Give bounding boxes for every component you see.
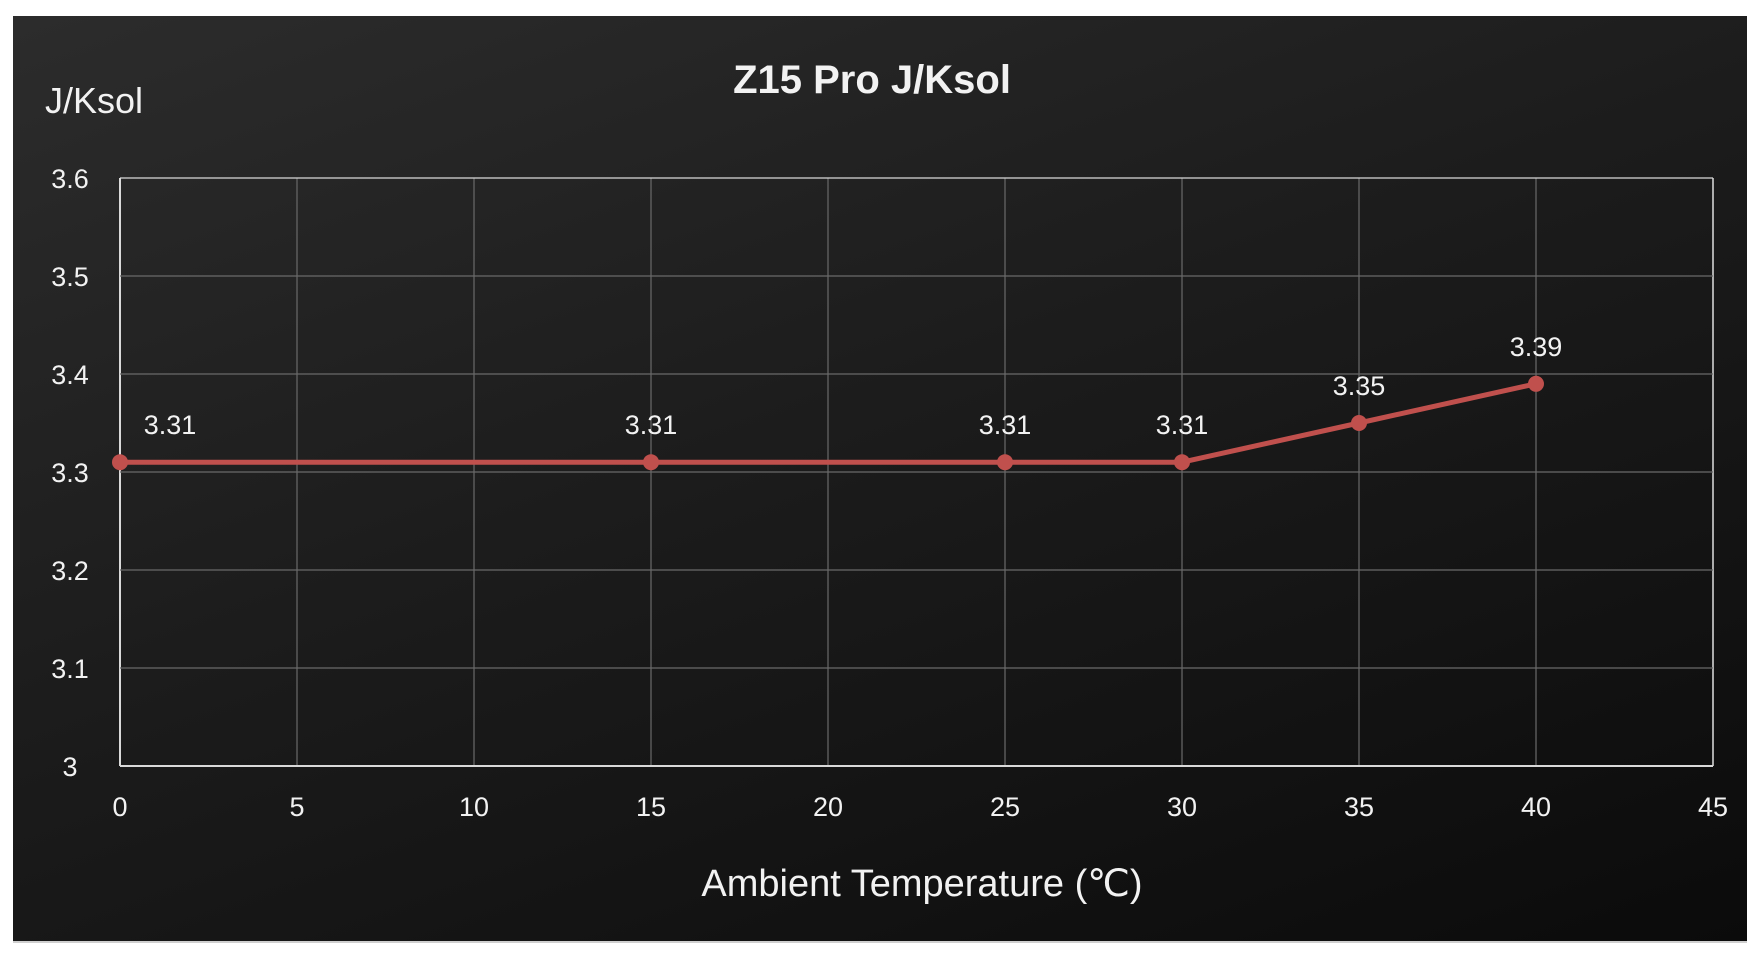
y-axis-label: J/Ksol: [45, 80, 143, 121]
x-axis-label: Ambient Temperature (℃): [701, 863, 1142, 905]
x-tick-label: 20: [813, 792, 843, 822]
chart-title: Z15 Pro J/Ksol: [733, 58, 1011, 102]
data-point: [1351, 415, 1367, 431]
y-tick-label: 3.3: [51, 458, 89, 488]
series-line: [120, 381, 1537, 465]
y-tick-label: 3.5: [51, 262, 89, 292]
chart-panel: [13, 16, 1747, 943]
x-tick-label: 0: [112, 792, 127, 822]
x-tick-label: 35: [1344, 792, 1374, 822]
data-label: 3.39: [1510, 332, 1563, 362]
data-point: [1174, 454, 1190, 471]
x-tick-label: 45: [1698, 792, 1728, 822]
data-label: 3.31: [144, 410, 197, 440]
data-point: [112, 454, 128, 471]
data-point: [1528, 375, 1544, 392]
x-tick-label: 30: [1167, 792, 1197, 822]
y-tick-label: 3: [62, 752, 77, 782]
x-tick-label: 10: [459, 792, 489, 822]
y-tick-label: 3.2: [51, 556, 89, 586]
x-tick-label: 40: [1521, 792, 1551, 822]
data-point: [643, 454, 659, 471]
data-label: 3.35: [1333, 371, 1386, 401]
y-tick-label: 3.4: [51, 360, 89, 390]
data-point: [997, 454, 1013, 471]
x-tick-label: 5: [289, 792, 304, 822]
data-label: 3.31: [979, 410, 1032, 440]
data-label: 3.31: [625, 410, 678, 440]
data-label: 3.31: [1156, 410, 1209, 440]
y-tick-label: 3.1: [51, 654, 89, 684]
x-tick-label: 15: [636, 792, 666, 822]
y-tick-label: 3.6: [51, 164, 89, 194]
x-tick-label: 25: [990, 792, 1020, 822]
